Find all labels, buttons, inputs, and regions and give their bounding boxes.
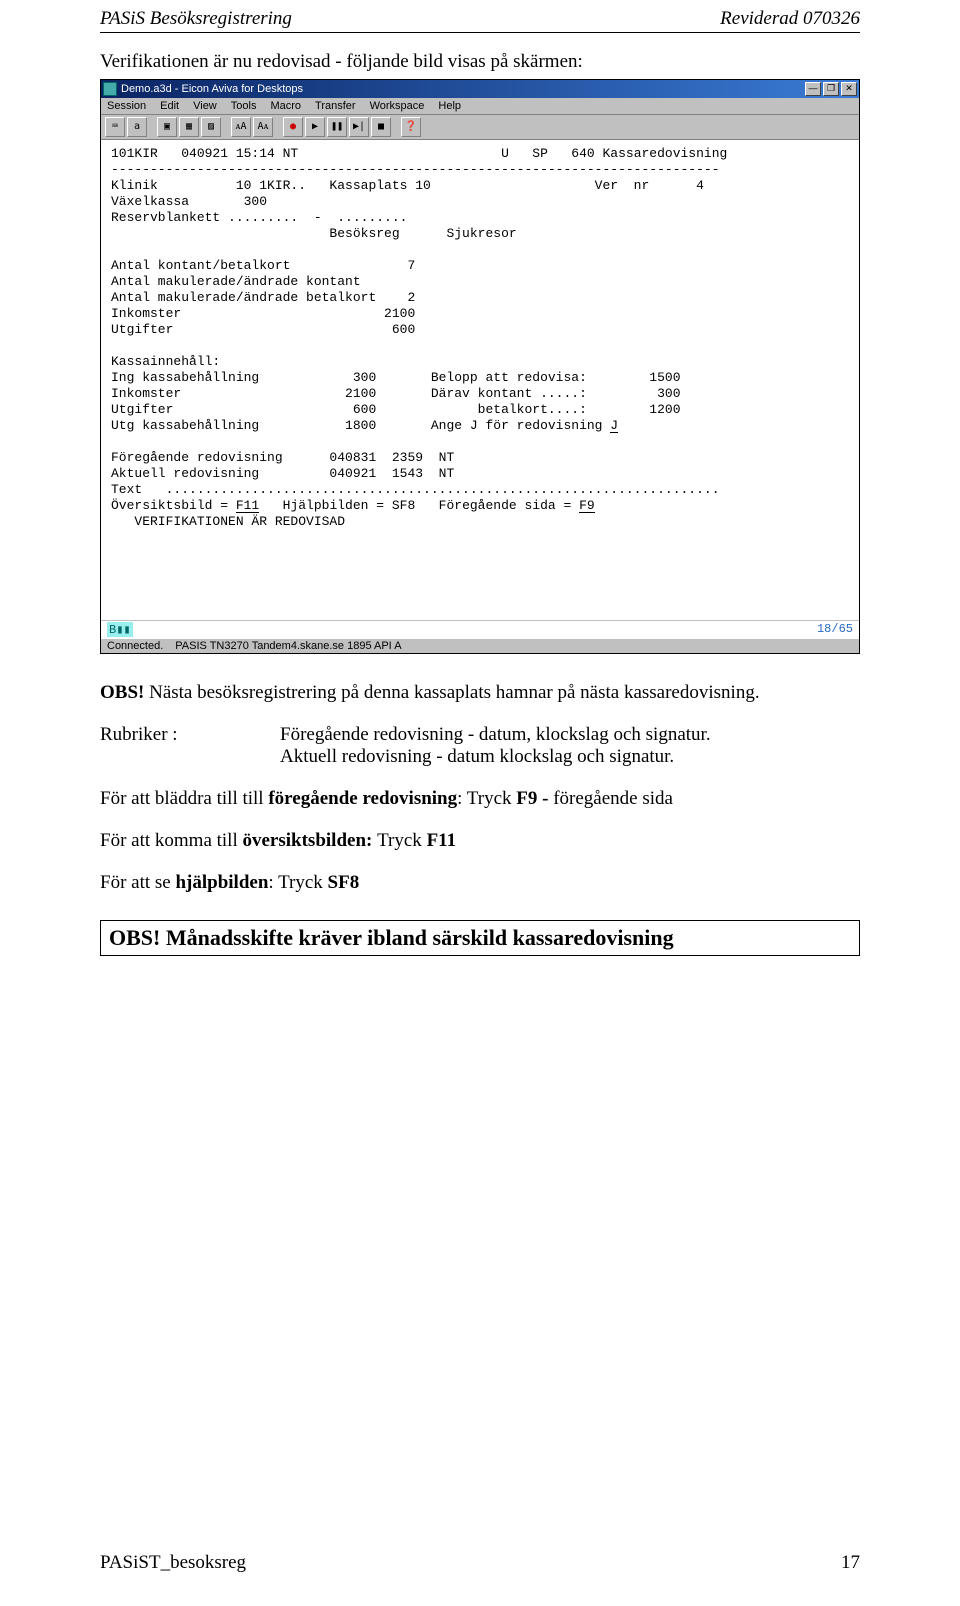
menubar: Session Edit View Tools Macro Transfer W…	[101, 98, 859, 115]
tool-next-icon[interactable]: ▶|	[349, 117, 369, 137]
rubriker-label: Rubriker :	[100, 724, 280, 768]
page-header: PASiS Besöksregistrering Reviderad 07032…	[0, 0, 960, 32]
status-cursor-pos: 18/65	[817, 622, 853, 637]
tool-keyboard-icon[interactable]: ⌨	[105, 117, 125, 137]
obs-label: OBS!	[100, 682, 144, 703]
terminal-area: 101KIR 040921 15:14 NT U SP 640 Kassared…	[101, 140, 859, 620]
body-p5: För att se hjälpbilden: Tryck SF8	[100, 872, 860, 894]
term-ing-kassa: Ing kassabehållning 300 Belopp att redov…	[111, 370, 681, 385]
term-header-right: U SP 640 Kassaredovisning	[501, 146, 727, 161]
app-window: Demo.a3d - Eicon Aviva for Desktops — ❐ …	[100, 79, 860, 654]
term-utgifter2: Utgifter 600 betalkort....: 1200	[111, 402, 681, 417]
page-footer: PASiST_besoksreg 17	[100, 1552, 860, 1574]
footer-page: 17	[841, 1552, 860, 1574]
term-inkomster2: Inkomster 2100 Därav kontant .....: 300	[111, 386, 681, 401]
header-right: Reviderad 070326	[720, 8, 860, 30]
tool-play-icon[interactable]: ▶	[305, 117, 325, 137]
rubriker-values: Föregående redovisning - datum, klocksla…	[280, 724, 711, 768]
menu-edit[interactable]: Edit	[160, 100, 179, 112]
tool-font-large-icon[interactable]: Aᴀ	[253, 117, 273, 137]
minimize-button[interactable]: —	[805, 82, 821, 96]
term-antal-kontant: Antal kontant/betalkort 7	[111, 258, 415, 273]
body-p4: För att komma till översiktsbilden: Tryc…	[100, 830, 860, 852]
term-antal-mak-kontant: Antal makulerade/ändrade kontant	[111, 274, 361, 289]
menu-tools[interactable]: Tools	[231, 100, 257, 112]
header-left: PASiS Besöksregistrering	[100, 8, 292, 30]
window-title: Demo.a3d - Eicon Aviva for Desktops	[121, 83, 805, 95]
footer-left: PASiST_besoksreg	[100, 1552, 246, 1574]
tool-a-icon[interactable]: a	[127, 117, 147, 137]
term-help-a: Översiktsbild =	[111, 498, 236, 513]
body-p1-text: Nästa besöksregistrering på denna kassap…	[144, 682, 759, 703]
term-utgifter: Utgifter 600	[111, 322, 415, 337]
body-text: OBS! Nästa besöksregistrering på denna k…	[100, 682, 860, 956]
term-antal-mak-betalkort: Antal makulerade/ändrade betalkort 2	[111, 290, 415, 305]
status-connected: Connected.	[107, 640, 163, 652]
tool-stop-icon[interactable]: ■	[371, 117, 391, 137]
toolbar: ⌨ a ▣ ▦ ▨ ᴀA Aᴀ ● ▶ ❚❚ ▶| ■ ❓	[101, 115, 859, 140]
term-j-input[interactable]: J	[610, 420, 618, 433]
status-indicator: B▮▮	[107, 622, 133, 637]
term-columns: Besöksreg Sjukresor	[111, 226, 517, 241]
term-text-row: Text ...................................…	[111, 482, 720, 497]
term-divider: ----------------------------------------…	[111, 162, 720, 177]
tool-font-small-icon[interactable]: ᴀA	[231, 117, 251, 137]
term-inkomster: Inkomster 2100	[111, 306, 415, 321]
intro-text: Verifikationen är nu redovisad - följand…	[100, 51, 860, 73]
menu-view[interactable]: View	[193, 100, 217, 112]
term-reservblankett: Reservblankett ......... - .........	[111, 210, 407, 225]
menu-session[interactable]: Session	[107, 100, 146, 112]
term-klinik: Klinik 10 1KIR.. Kassaplats 10 Ver nr 4	[111, 178, 704, 193]
body-p3: För att bläddra till till föregående red…	[100, 788, 860, 810]
tool-pause-icon[interactable]: ❚❚	[327, 117, 347, 137]
rubriker-row: Rubriker : Föregående redovisning - datu…	[100, 724, 860, 768]
term-foregaende: Föregående redovisning 040831 2359 NT	[111, 450, 454, 465]
term-header-left: 101KIR 040921 15:14 NT	[111, 146, 298, 161]
tool-help-icon[interactable]: ❓	[401, 117, 421, 137]
term-verifikation: VERIFIKATIONEN ÄR REDOVISAD	[111, 514, 345, 529]
term-aktuell: Aktuell redovisning 040921 1543 NT	[111, 466, 454, 481]
status-system: PASIS TN3270 Tandem4.skane.se 1895 API A	[175, 640, 401, 652]
app-icon	[103, 82, 117, 96]
rubriker-line2: Aktuell redovisning - datum klockslag oc…	[280, 746, 711, 768]
obs-box-text: OBS! Månadsskifte kräver ibland särskild…	[109, 925, 674, 950]
menu-workspace[interactable]: Workspace	[370, 100, 425, 112]
statusbar-top: B▮▮ 18/65	[101, 620, 859, 638]
body-p1: OBS! Nästa besöksregistrering på denna k…	[100, 682, 860, 704]
term-kassainnehall: Kassainnehåll:	[111, 354, 220, 369]
term-f9: F9	[579, 500, 595, 513]
term-f11: F11	[236, 500, 259, 513]
term-utg-kassa: Utg kassabehållning 1800 Ange J för redo…	[111, 418, 610, 433]
menu-help[interactable]: Help	[438, 100, 461, 112]
tool-grid2-icon[interactable]: ▦	[179, 117, 199, 137]
menu-transfer[interactable]: Transfer	[315, 100, 356, 112]
obs-box: OBS! Månadsskifte kräver ibland särskild…	[100, 920, 860, 956]
rubriker-line1: Föregående redovisning - datum, klocksla…	[280, 724, 711, 746]
close-button[interactable]: ✕	[841, 82, 857, 96]
statusbar-bottom: Connected. PASIS TN3270 Tandem4.skane.se…	[101, 638, 859, 653]
term-vaxelkassa: Växelkassa 300	[111, 194, 267, 209]
tool-grid3-icon[interactable]: ▨	[201, 117, 221, 137]
maximize-button[interactable]: ❐	[823, 82, 839, 96]
tool-record-icon[interactable]: ●	[283, 117, 303, 137]
menu-macro[interactable]: Macro	[270, 100, 301, 112]
tool-grid1-icon[interactable]: ▣	[157, 117, 177, 137]
term-help-b: Hjälpbilden = SF8 Föregående sida =	[259, 498, 579, 513]
titlebar: Demo.a3d - Eicon Aviva for Desktops — ❐ …	[101, 80, 859, 98]
